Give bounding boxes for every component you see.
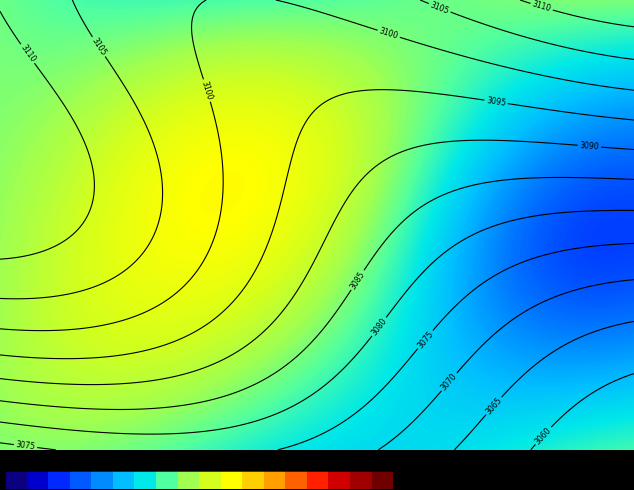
Bar (27, 471, 48, 489)
Bar (307, 471, 328, 489)
Text: 3060: 3060 (533, 425, 553, 446)
Bar (242, 471, 264, 489)
Text: Height/Temp. 10 hPa [gdmp][°C] GFS: Height/Temp. 10 hPa [gdmp][°C] GFS (3, 457, 207, 467)
Text: 3075: 3075 (15, 441, 36, 452)
Bar (328, 471, 350, 489)
Bar (113, 471, 134, 489)
Text: 3065: 3065 (484, 395, 503, 416)
Text: 3070: 3070 (439, 371, 459, 392)
Bar (350, 471, 372, 489)
Text: 3095: 3095 (486, 96, 507, 108)
Bar (264, 471, 285, 489)
Bar (134, 471, 156, 489)
Text: 3085: 3085 (349, 270, 366, 291)
Bar (70, 471, 91, 489)
Text: 3075: 3075 (416, 329, 435, 350)
Bar (91, 471, 113, 489)
Bar (221, 471, 242, 489)
Text: 3080: 3080 (370, 317, 389, 337)
Bar (178, 471, 199, 489)
Text: 3110: 3110 (18, 43, 37, 64)
Text: 3110: 3110 (531, 0, 552, 14)
Text: 3090: 3090 (579, 141, 600, 151)
Text: We 02-10-2024 00:00 UTC (18+174): We 02-10-2024 00:00 UTC (18+174) (439, 457, 631, 467)
Bar (372, 471, 393, 489)
Bar (285, 471, 307, 489)
Text: 3105: 3105 (429, 0, 450, 16)
Text: 3100: 3100 (200, 80, 214, 101)
Bar (199, 471, 221, 489)
Text: 3100: 3100 (378, 26, 399, 41)
Bar (48, 471, 70, 489)
Bar (5, 471, 393, 489)
Text: 3105: 3105 (89, 36, 108, 57)
Bar (5, 471, 27, 489)
Bar (156, 471, 178, 489)
